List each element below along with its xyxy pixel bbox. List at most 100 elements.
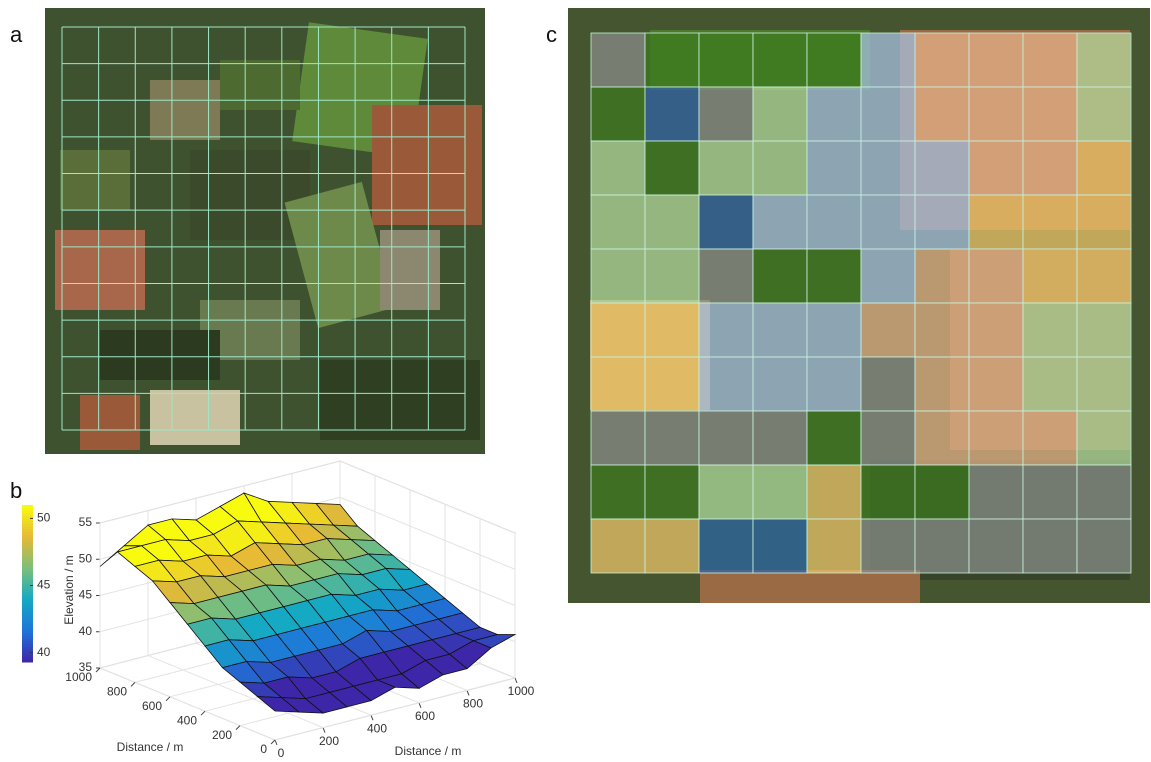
class-cell — [969, 411, 1023, 465]
class-cell — [807, 249, 861, 303]
class-cell — [753, 87, 807, 141]
class-cell — [591, 519, 645, 573]
class-cell — [861, 87, 915, 141]
class-cell — [591, 357, 645, 411]
class-cell — [915, 519, 969, 573]
class-cell — [645, 519, 699, 573]
class-cell — [645, 303, 699, 357]
class-cell — [645, 195, 699, 249]
class-cell — [1023, 357, 1077, 411]
class-cell — [1077, 141, 1131, 195]
class-cell — [807, 141, 861, 195]
class-cell — [699, 33, 753, 87]
x-tick-label: 800 — [463, 697, 483, 711]
class-cell — [969, 465, 1023, 519]
z-tick-label: 40 — [79, 624, 93, 638]
class-cell — [915, 465, 969, 519]
class-cell — [645, 141, 699, 195]
class-cell — [753, 411, 807, 465]
class-cell — [699, 303, 753, 357]
class-cell — [807, 519, 861, 573]
class-cell — [1077, 87, 1131, 141]
surface-plot: 3540455055020040060080010000200400600800… — [22, 461, 535, 760]
class-cell — [645, 87, 699, 141]
class-cell — [915, 87, 969, 141]
class-cell — [699, 465, 753, 519]
class-cell — [969, 195, 1023, 249]
class-cell — [753, 33, 807, 87]
class-cell — [645, 357, 699, 411]
class-cell — [591, 249, 645, 303]
class-cell — [699, 519, 753, 573]
y-axis-label: Distance / m — [117, 740, 184, 754]
class-cell — [591, 465, 645, 519]
class-cell — [1077, 465, 1131, 519]
class-cell — [915, 303, 969, 357]
class-cell — [915, 357, 969, 411]
class-cell — [591, 411, 645, 465]
y-tick-label: 600 — [142, 699, 162, 713]
class-cell — [645, 33, 699, 87]
class-cell — [861, 519, 915, 573]
y-tick-label: 200 — [212, 728, 232, 742]
class-cell — [969, 519, 1023, 573]
class-cell — [915, 195, 969, 249]
y-tick-label: 400 — [177, 713, 197, 727]
colorbar-segment — [22, 505, 33, 508]
class-cell — [591, 195, 645, 249]
class-cell — [969, 303, 1023, 357]
class-cell — [1023, 195, 1077, 249]
class-cell — [1023, 33, 1077, 87]
panel-label: a — [10, 22, 23, 47]
x-tick-label: 600 — [415, 709, 435, 723]
class-cell — [1023, 411, 1077, 465]
x-tick-label: 400 — [367, 721, 387, 735]
y-tick-label: 800 — [107, 685, 127, 699]
class-cell — [969, 33, 1023, 87]
class-cell — [753, 249, 807, 303]
satellite-image-a — [45, 8, 485, 454]
colorbar-tick-label: 50 — [37, 511, 51, 525]
tick-mark — [236, 726, 240, 730]
y-tick-label: 0 — [260, 742, 267, 756]
colorbar-tick-label: 45 — [37, 578, 51, 592]
class-cell — [861, 249, 915, 303]
class-cell — [807, 303, 861, 357]
class-cell — [807, 411, 861, 465]
class-cell — [861, 357, 915, 411]
class-cell — [969, 87, 1023, 141]
class-cell — [699, 411, 753, 465]
class-cell — [861, 465, 915, 519]
class-cell — [861, 141, 915, 195]
z-tick-label: 45 — [79, 588, 93, 602]
z-tick-label: 50 — [79, 551, 93, 565]
class-cell — [699, 87, 753, 141]
classification-grid — [591, 33, 1131, 573]
x-axis-label: Distance / m — [395, 744, 462, 758]
tick-mark — [323, 728, 325, 733]
tick-mark — [271, 740, 275, 744]
class-cell — [645, 411, 699, 465]
class-cell — [807, 195, 861, 249]
class-cell — [753, 303, 807, 357]
class-cell — [915, 411, 969, 465]
class-cell — [861, 195, 915, 249]
x-tick-label: 0 — [278, 746, 285, 760]
class-cell — [753, 141, 807, 195]
class-cell — [1077, 249, 1131, 303]
class-cell — [1023, 249, 1077, 303]
class-cell — [753, 519, 807, 573]
class-cell — [699, 357, 753, 411]
class-cell — [699, 141, 753, 195]
class-cell — [591, 303, 645, 357]
class-cell — [861, 33, 915, 87]
class-cell — [1077, 519, 1131, 573]
class-cell — [1077, 33, 1131, 87]
class-cell — [591, 87, 645, 141]
class-cell — [861, 411, 915, 465]
class-cell — [969, 141, 1023, 195]
colorbar-tick-label: 40 — [37, 645, 51, 659]
class-cell — [807, 357, 861, 411]
class-cell — [645, 465, 699, 519]
class-cell — [915, 249, 969, 303]
